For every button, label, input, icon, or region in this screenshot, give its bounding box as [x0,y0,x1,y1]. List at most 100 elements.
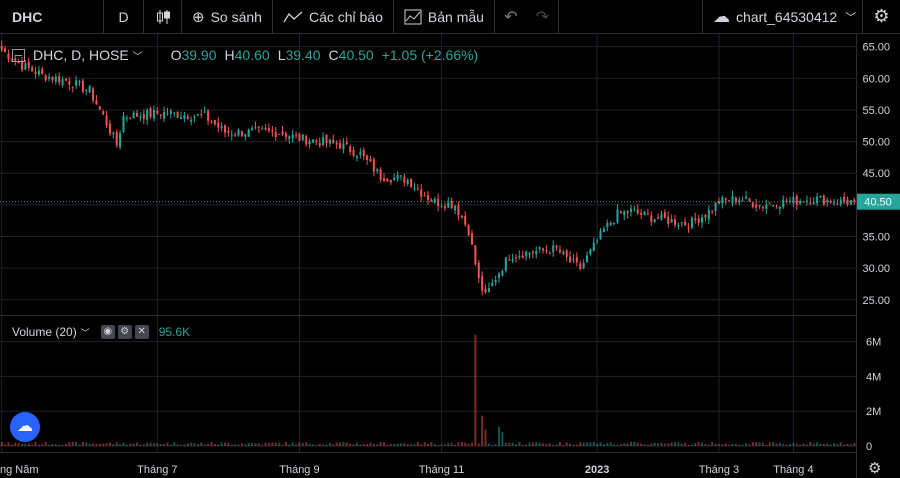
volume-bar [102,443,105,446]
volume-bars [0,334,856,446]
settings-icon[interactable]: ⚙ [117,325,132,339]
volume-bar [0,441,3,446]
indicators-button[interactable]: Các chỉ báo [273,0,394,34]
candle-body [359,152,362,155]
candle-body [758,205,761,207]
candle-body [362,150,365,156]
eye-icon[interactable]: ◉ [100,325,115,339]
low-value: 39.40 [285,47,321,63]
candle-body [538,247,541,249]
chart-name-label: chart_64530412 [736,8,838,25]
volume-bar [339,442,342,446]
volume-bar [843,444,846,446]
candle-body [613,222,616,225]
tradingview-logo-icon[interactable]: ☁ [10,412,40,442]
volume-bar [758,442,761,446]
candle-body [308,141,311,145]
templates-button[interactable]: Bản mẫu [394,0,495,34]
volume-bar [146,442,149,446]
gear-icon[interactable]: ⚙ [868,460,882,477]
candle-body [596,240,599,242]
candle-body [14,58,17,61]
time-axis[interactable]: ng Năm Tháng 7 Tháng 9 Tháng 11 2023 Tháng 3 T… [0,464,814,476]
candle-body [623,211,626,216]
candle-body [88,86,91,93]
volume-bar [210,442,213,446]
chart-layout-button[interactable]: ☁ chart_64530412 ﹀ [702,0,862,34]
close-key: C [328,47,339,63]
candle-body [508,259,511,261]
volume-axis[interactable]: 0 2M 4M 6M [866,337,881,453]
compare-label: So sánh [210,8,262,25]
volume-legend: Volume (20) ﹀ ◉ ⚙ ✕ 95.6K [12,325,190,339]
candle-body [616,209,619,223]
volume-bar [342,441,345,446]
volume-bar [48,444,51,446]
close-icon[interactable]: ✕ [134,325,149,339]
candle-body [34,71,37,75]
change-value: +1.05 (+2.66%) [381,47,479,63]
settings-button[interactable]: ⚙ [862,0,900,34]
volume-bar [467,443,470,446]
volume-bar [85,442,88,446]
volume-bar [812,443,815,446]
volume-title[interactable]: Volume (20) [12,325,77,339]
volume-bar [159,444,162,446]
close-value: 40.50 [338,47,374,63]
volume-bar [149,442,152,446]
candle-body [203,111,206,113]
legend-title[interactable]: DHC, D, HOSE ﹀ [33,47,143,63]
candle-body [410,179,413,188]
candle-body [633,209,636,211]
collapse-icon[interactable] [12,48,25,62]
volume-bar [176,444,179,446]
volume-bar [684,442,687,446]
chevron-down-icon: ﹀ [845,11,857,24]
volume-bar [190,442,193,446]
interval-button[interactable]: D [104,0,144,34]
add-circle-icon: ⊕ [192,8,205,26]
undo-button[interactable]: ↶ [495,0,527,34]
price-axis[interactable]: 25.0030.0035.0040.0045.0050.0055.0060.00… [862,42,890,307]
volume-bar [792,442,795,446]
candle-body [701,217,704,223]
candle-body [10,60,13,62]
volume-bar [379,442,382,446]
volume-bar [596,443,599,446]
candle-body [173,112,176,114]
candle-body [846,199,849,205]
volume-bar [389,444,392,446]
candle-body [619,211,622,214]
candle-body [684,221,687,226]
volume-value: 95.6K [158,325,191,339]
grid-lines [0,34,856,452]
volume-bar [707,444,710,446]
compare-button[interactable]: ⊕ So sánh [182,0,273,34]
volume-bar [569,443,572,446]
volume-bar [230,444,233,446]
volume-bar [37,444,40,446]
volume-bar [819,443,822,446]
volume-bar [264,442,267,446]
candle-body [748,198,751,202]
candle-body [0,46,3,50]
undo-icon: ↶ [504,8,518,26]
candle-body [734,197,737,203]
volume-bar [328,442,331,446]
candle-body [826,199,829,203]
volume-bar [4,444,7,446]
symbol-search-button[interactable]: DHC [0,0,104,34]
volume-bar [308,443,311,446]
candle-body [704,214,707,218]
volume-bar [670,442,673,446]
chart-type-button[interactable] [144,0,182,34]
chart-canvas[interactable]: 25.0030.0035.0040.0045.0050.0055.0060.00… [0,34,900,478]
time-tick-label: Tháng 7 [137,464,177,476]
candle-body [244,134,247,137]
candle-body [416,188,419,190]
candle-body [728,200,731,202]
candle-body [680,222,683,224]
volume-bar [68,442,71,446]
volume-bar [88,443,91,446]
redo-button[interactable]: ↷ [527,0,559,34]
